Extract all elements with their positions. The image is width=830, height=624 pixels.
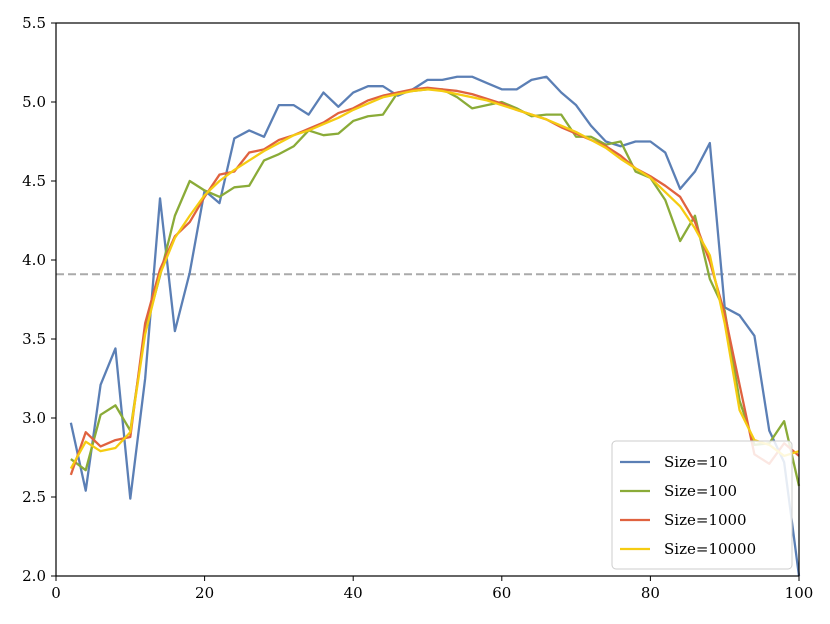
- x-tick-label: 40: [344, 584, 363, 602]
- x-tick-label: 80: [641, 584, 660, 602]
- legend-box: [611, 440, 793, 570]
- y-tick-label: 2.0: [22, 567, 46, 585]
- y-tick-label: 4.0: [22, 251, 46, 269]
- x-tick-label: 20: [195, 584, 214, 602]
- plot-frame: [55, 22, 800, 577]
- y-tick-label: 3.5: [22, 330, 46, 348]
- series-layer: [69, 75, 801, 577]
- x-tick-label: 60: [492, 584, 511, 602]
- series-line-3: [69, 88, 800, 470]
- series-line-2: [69, 86, 800, 476]
- legend: Size=10 Size=100 Size=1000 Size=10000: [611, 440, 793, 570]
- series-line-0: [69, 75, 801, 577]
- legend-label-1: Size=100: [664, 482, 737, 500]
- y-tick-label: 5.0: [22, 93, 46, 111]
- x-tick-label: 0: [51, 584, 61, 602]
- y-tick-label: 3.0: [22, 409, 46, 427]
- y-tick-label: 4.5: [22, 172, 46, 190]
- y-tick-label: 5.5: [22, 14, 46, 32]
- legend-label-3: Size=10000: [664, 540, 756, 558]
- legend-label-2: Size=1000: [664, 511, 747, 529]
- legend-label-0: Size=10: [664, 453, 728, 471]
- y-tick-label: 2.5: [22, 488, 46, 506]
- x-tick-label: 100: [785, 584, 814, 602]
- ticks-layer: 0 20 40 60 80 100 2.0 2.5 3.0 3.5 4.0 4.5 5.0 5.5: [22, 14, 813, 602]
